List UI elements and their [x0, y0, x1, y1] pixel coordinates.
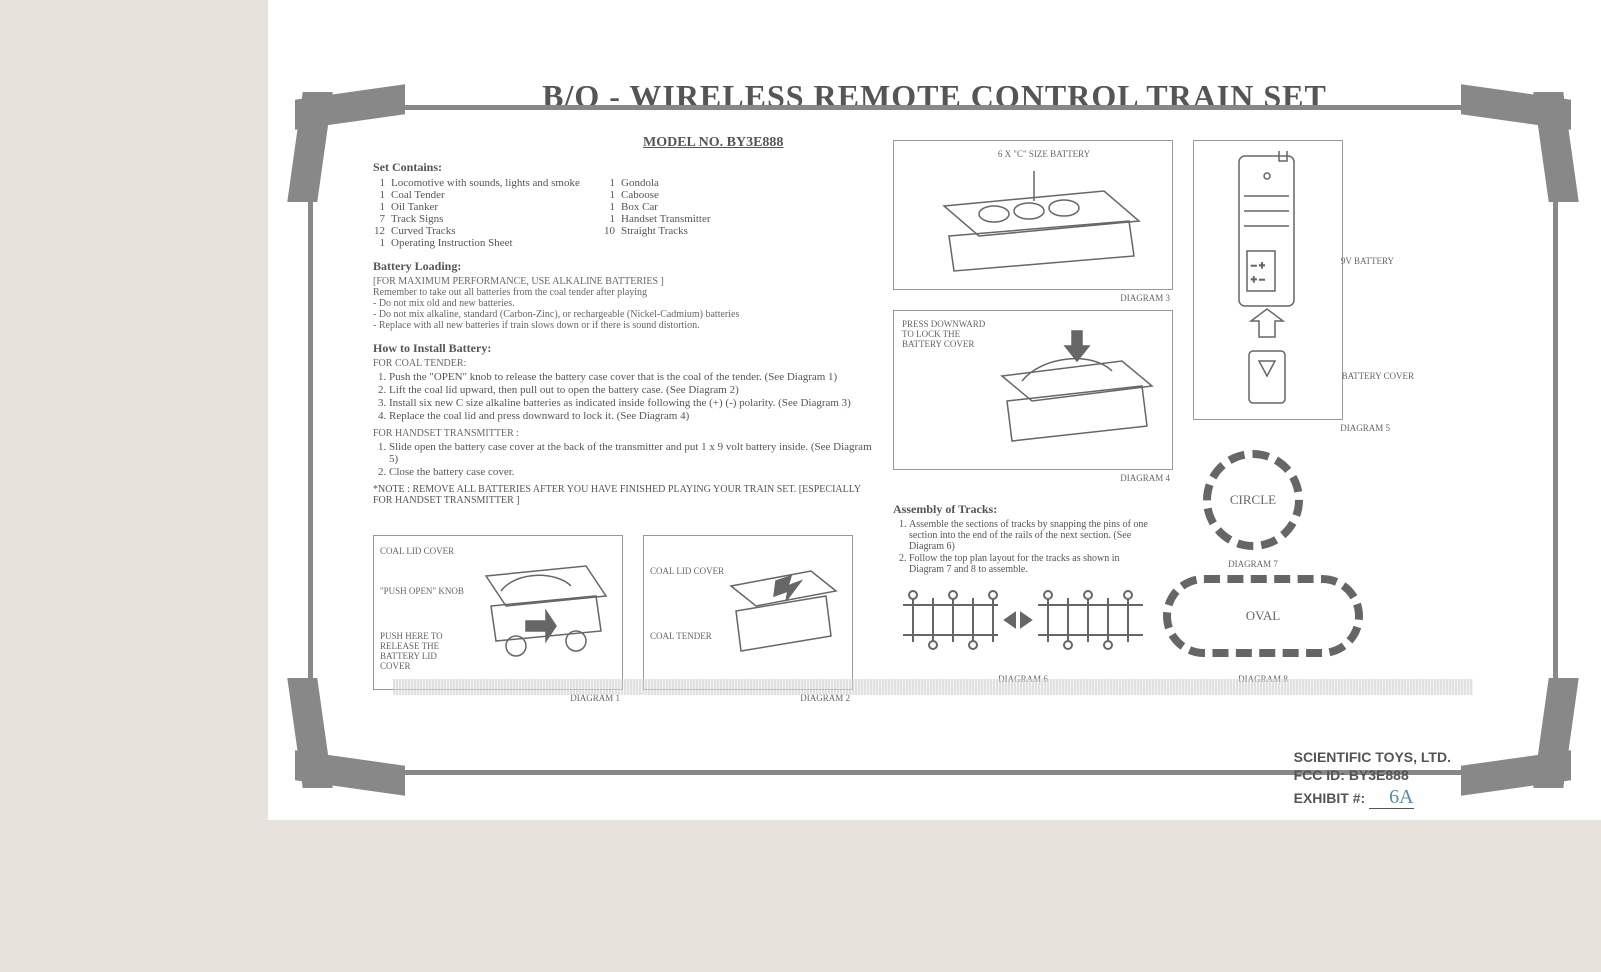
battery-subtitle: [FOR MAXIMUM PERFORMANCE, USE ALKALINE B…: [373, 276, 873, 287]
step-item: Assemble the sections of tracks by snapp…: [909, 519, 1153, 552]
model-number: MODEL NO. BY3E888: [643, 135, 783, 151]
install-heading: How to Install Battery:: [373, 341, 873, 356]
battery-line: - Do not mix alkaline, standard (Carbon-…: [373, 309, 873, 320]
contents-item: 1Operating Instruction Sheet: [373, 237, 603, 249]
step-item: Close the battery case cover.: [389, 466, 873, 478]
set-contains-heading: Set Contains:: [373, 160, 873, 175]
battery-compartment-icon: [914, 166, 1154, 281]
assembly-heading: Assembly of Tracks:: [893, 502, 1153, 517]
circle-track-icon: CIRCLE: [1203, 450, 1303, 550]
step-item: Replace the coal lid and press downward …: [389, 410, 873, 422]
footer-exhibit-label: EXHIBIT #:: [1294, 790, 1366, 806]
step-item: Install six new C size alkaline batterie…: [389, 397, 873, 409]
contents-item: 1Caboose: [603, 189, 833, 201]
d5-callout-cover: BATTERY COVER: [1342, 371, 1414, 381]
d1-callout-lid: COAL LID COVER: [380, 546, 454, 556]
battery-line: - Replace with all new batteries if trai…: [373, 320, 873, 331]
left-column: Set Contains: 1Locomotive with sounds, l…: [373, 150, 873, 506]
install-sub-1: FOR COAL TENDER:: [373, 358, 873, 369]
diagram-1: COAL LID COVER "PUSH OPEN" KNOB PUSH HER…: [373, 535, 623, 690]
install-note: *NOTE : REMOVE ALL BATTERIES AFTER YOU H…: [373, 484, 873, 506]
step-item: Lift the coal lid upward, then pull out …: [389, 384, 873, 396]
diagram-6: DIAGRAM 6: [893, 580, 1153, 670]
contents-item: 12Curved Tracks: [373, 225, 603, 237]
d2-callout-lid: COAL LID COVER: [650, 566, 724, 576]
footer-company: SCIENTIFIC TOYS, LTD.: [1294, 748, 1451, 766]
d7-label: DIAGRAM 7: [1193, 559, 1313, 569]
install-sub-2: FOR HANDSET TRANSMITTER :: [373, 428, 873, 439]
d5-label: DIAGRAM 5: [1340, 423, 1390, 433]
diagram-8: OVAL DIAGRAM 8: [1163, 575, 1363, 670]
svg-text:+ −: + −: [1251, 275, 1265, 286]
footer-exhibit-number: 6A: [1369, 786, 1413, 809]
d4-callout-press: PRESS DOWNWARD TO LOCK THE BATTERY COVER: [902, 319, 992, 349]
handset-transmitter-icon: − + + −: [1219, 151, 1319, 411]
d2-callout-tender: COAL TENDER: [650, 631, 712, 641]
coal-tender-icon: [466, 546, 616, 676]
diagram-5: − + + − 9V BATTERY BATTERY COVER DIAGRAM…: [1193, 140, 1343, 420]
diagram-4: PRESS DOWNWARD TO LOCK THE BATTERY COVER…: [893, 310, 1173, 470]
d5-callout-9v: 9V BATTERY: [1341, 256, 1394, 266]
contents-item: 10Straight Tracks: [603, 225, 833, 237]
svg-text:− +: − +: [1251, 261, 1265, 272]
d1-callout-knob: "PUSH OPEN" KNOB: [380, 586, 464, 596]
decorative-frame: MODEL NO. BY3E888 Set Contains: 1Locomot…: [308, 105, 1558, 775]
oval-track-icon: OVAL: [1163, 575, 1363, 657]
page: B/O - WIRELESS REMOTE CONTROL TRAIN SET …: [268, 0, 1601, 820]
diagram-3: 6 X "C" SIZE BATTERY DIAGRAM 3: [893, 140, 1173, 290]
d3-label: DIAGRAM 3: [1120, 293, 1170, 303]
battery-line: Remember to take out all batteries from …: [373, 287, 873, 298]
assembly-section: Assembly of Tracks: Assemble the section…: [893, 492, 1153, 577]
contents-item: 1Locomotive with sounds, lights and smok…: [373, 177, 603, 189]
footer-fcc: FCC ID: BY3E888: [1294, 766, 1451, 784]
d7-text: CIRCLE: [1230, 492, 1276, 508]
d4-label: DIAGRAM 4: [1120, 473, 1170, 483]
contents-item: 1Handset Transmitter: [603, 213, 833, 225]
step-item: Push the "OPEN" knob to release the batt…: [389, 371, 873, 383]
diagram-2: COAL LID COVER COAL TENDER DIAGRAM 2: [643, 535, 853, 690]
track-snap-icon: [893, 580, 1153, 660]
battery-heading: Battery Loading:: [373, 259, 873, 274]
contents-item: 1Box Car: [603, 201, 833, 213]
contents-item: 1Gondola: [603, 177, 833, 189]
lock-cover-icon: [982, 321, 1162, 461]
d8-text: OVAL: [1246, 608, 1280, 624]
diagram-7: CIRCLE DIAGRAM 7: [1193, 450, 1313, 555]
d3-callout-battery: 6 X "C" SIZE BATTERY: [984, 149, 1104, 159]
scan-noise: [393, 679, 1473, 695]
d1-callout-push: PUSH HERE TO RELEASE THE BATTERY LID COV…: [380, 631, 460, 671]
content-area: MODEL NO. BY3E888 Set Contains: 1Locomot…: [333, 130, 1533, 750]
contents-item: 7Track Signs: [373, 213, 603, 225]
footer-block: SCIENTIFIC TOYS, LTD. FCC ID: BY3E888 EX…: [1294, 748, 1451, 810]
step-item: Follow the top plan layout for the track…: [909, 553, 1153, 575]
coal-tender-open-icon: [716, 546, 846, 676]
step-item: Slide open the battery case cover at the…: [389, 441, 873, 465]
contents-item: 1Coal Tender: [373, 189, 603, 201]
battery-line: - Do not mix old and new batteries.: [373, 298, 873, 309]
contents-item: 1Oil Tanker: [373, 201, 603, 213]
